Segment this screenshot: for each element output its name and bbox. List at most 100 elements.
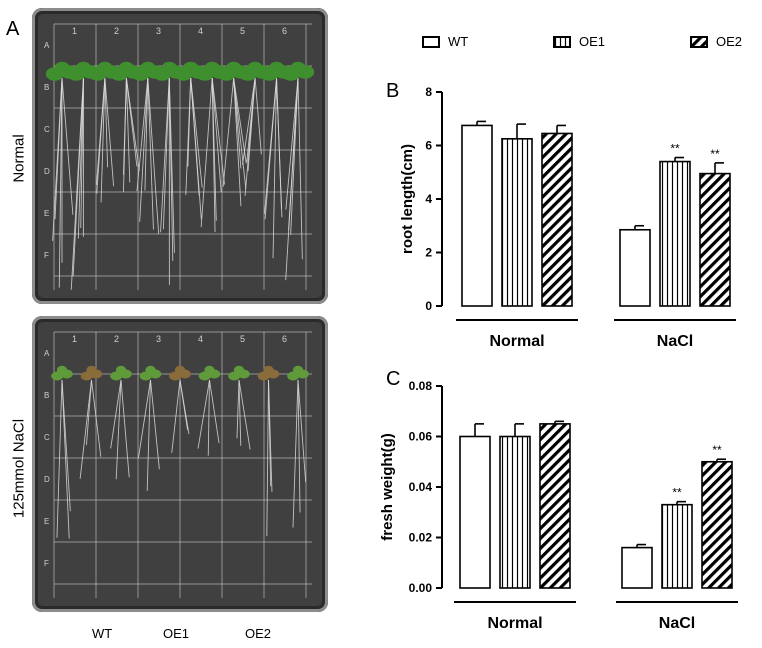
panel-letter-b: B	[386, 80, 400, 102]
bar-oe2-nacl	[699, 172, 731, 307]
bar-oe1-nacl	[661, 503, 693, 589]
seedling-root	[233, 77, 247, 190]
seedling-root	[207, 379, 210, 456]
seedling-root	[91, 379, 102, 457]
legend-swatch-oe2	[690, 35, 708, 48]
bar-oe2-nacl	[701, 460, 733, 589]
chart-fresh-weight: 0.00 0.02 0.04 0.06 0.08 fresh weight(g) Norma…	[379, 379, 738, 632]
significance-mark: **	[670, 142, 680, 156]
seedling-root	[125, 77, 131, 183]
seedling-root	[147, 77, 154, 230]
seedling-root	[233, 77, 242, 207]
seedling-root	[104, 77, 109, 168]
y-tick-label: 6	[425, 139, 432, 153]
bar-oe1-normal	[501, 138, 533, 307]
seedling-root	[70, 77, 84, 290]
seedling-root	[236, 379, 240, 439]
seedling-leaf	[145, 365, 156, 375]
seedling-root	[104, 77, 115, 187]
seedling-root	[123, 77, 127, 192]
plate-normal: 1 2 3 4 5 6 A B C D E F	[32, 8, 328, 304]
significance-mark: **	[712, 443, 722, 457]
plate-row-letter: A	[44, 349, 50, 358]
plate-row-letter: E	[44, 517, 49, 526]
seedling-root	[238, 379, 251, 450]
plate-row-letter: E	[44, 209, 49, 218]
seedling-root	[137, 379, 151, 459]
group-label-normal: Normal	[489, 333, 544, 350]
plate-nacl-illustration: 1 2 3 4 5 6 A B C D E F	[38, 322, 322, 606]
plate-column-number: 4	[198, 334, 203, 344]
seedling-leaf	[233, 365, 245, 375]
seedling-leaf	[56, 365, 68, 375]
seedling-leaf	[97, 61, 113, 75]
panel-letter-a: A	[6, 18, 20, 40]
seedling-root	[139, 77, 149, 222]
seedling-root	[100, 77, 106, 203]
seedling-root	[200, 77, 213, 228]
seedling-root	[115, 379, 122, 480]
seedling-root	[61, 379, 71, 512]
seedling-root	[297, 77, 303, 260]
plate-column-number: 3	[156, 26, 161, 36]
y-tick-label: 8	[425, 85, 432, 99]
bar-wt-nacl	[619, 228, 651, 307]
bar-oe2-normal	[539, 423, 571, 589]
seedling-root	[86, 379, 92, 445]
y-tick-label: 0.06	[409, 430, 433, 444]
seedling-leaf	[183, 61, 199, 75]
seedling-root	[276, 77, 282, 209]
group-label-nacl: NaCl	[659, 615, 695, 632]
legend-oe2: OE2	[690, 34, 742, 49]
y-axis-label: fresh weight(g)	[379, 433, 396, 541]
plate-row-letter: F	[44, 559, 49, 568]
panel-letter-c: C	[386, 368, 401, 390]
y-tick-label: 0.00	[409, 581, 433, 595]
plate-column-number: 6	[282, 26, 287, 36]
y-tick-label: 2	[425, 246, 432, 260]
seedling-root	[264, 77, 277, 220]
bar-oe1-nacl	[659, 160, 691, 307]
legend-oe1: OE1	[553, 34, 605, 49]
y-tick-label: 0.02	[409, 531, 433, 545]
seedling-leaf	[118, 61, 135, 75]
seedling-root	[136, 77, 149, 191]
seedling-leaf	[204, 61, 220, 75]
legend-label-wt: WT	[448, 34, 469, 49]
plate-column-number: 1	[72, 26, 77, 36]
group-label-normal: Normal	[487, 615, 542, 632]
seedling-root	[147, 77, 160, 235]
seedling-root	[272, 77, 277, 259]
plate-column-number: 2	[114, 26, 119, 36]
bar-wt-nacl	[621, 546, 653, 589]
seedling-root	[190, 77, 200, 196]
seedling-root	[211, 77, 225, 185]
seedling-root	[95, 77, 106, 186]
legend-label-oe1: OE1	[579, 34, 606, 49]
plate-row-letter: A	[44, 41, 50, 50]
seedling-root	[187, 77, 192, 167]
plate-row-letter: B	[44, 83, 49, 92]
seedling-leaf	[263, 365, 274, 375]
seedling-leaf	[174, 365, 186, 375]
bar-wt-normal	[461, 124, 493, 307]
genotype-label-wt: WT	[92, 626, 113, 641]
seedling-leaf	[292, 365, 304, 375]
seedling-leaf	[75, 61, 92, 75]
plate-row-letter: C	[44, 125, 50, 134]
plate-row-letter: D	[44, 475, 50, 484]
y-tick-label: 0	[425, 299, 432, 313]
row-label-normal: Normal	[10, 134, 28, 183]
plate-column-number: 5	[240, 26, 245, 36]
seedling-leaf	[247, 61, 263, 75]
chart-root-length: 0 2 4 6 8 root length(cm) Normal ** ** NaCl	[399, 85, 736, 350]
bar-oe1-normal	[499, 435, 531, 589]
seedling-root	[120, 379, 130, 478]
plate-row-letter: F	[44, 251, 49, 260]
bar-wt-normal	[459, 435, 491, 589]
plate-normal-illustration: 1 2 3 4 5 6 A B C D E F	[38, 14, 322, 298]
seedling-root	[209, 379, 220, 444]
seedling-leaf	[204, 365, 215, 375]
seedling-root	[197, 379, 210, 449]
plate-row-letter: C	[44, 433, 50, 442]
